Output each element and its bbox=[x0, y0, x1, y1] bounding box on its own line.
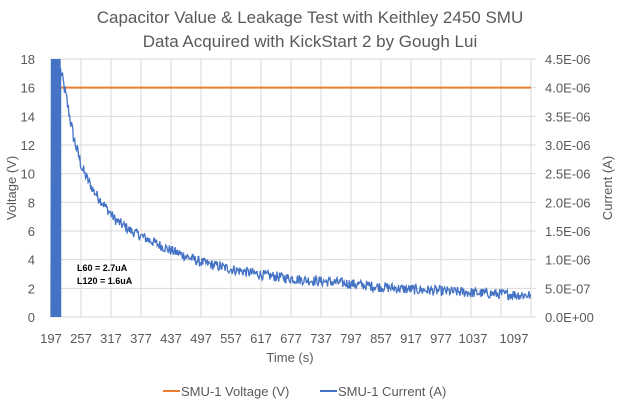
y-right-tick-label: 2.5E-06 bbox=[545, 167, 591, 182]
chart-subtitle: Data Acquired with KickStart 2 by Gough … bbox=[143, 32, 478, 51]
x-tick-label: 497 bbox=[190, 331, 212, 346]
y-left-tick-label: 6 bbox=[28, 224, 35, 239]
y-left-tick-label: 2 bbox=[28, 281, 35, 296]
legend-label-current: SMU-1 Current (A) bbox=[338, 384, 446, 399]
x-tick-label: 617 bbox=[250, 331, 272, 346]
y-axis-right-label: Current (A) bbox=[600, 156, 615, 220]
y-left-tick-label: 8 bbox=[28, 195, 35, 210]
y-right-tick-label: 1.0E-06 bbox=[545, 253, 591, 268]
y-right-tick-label: 1.5E-06 bbox=[545, 224, 591, 239]
y-right-tick-label: 3.5E-06 bbox=[545, 109, 591, 124]
x-axis-label: Time (s) bbox=[266, 350, 313, 365]
x-tick-label: 737 bbox=[310, 331, 332, 346]
chart-title: Capacitor Value & Leakage Test with Keit… bbox=[97, 8, 524, 27]
y-right-tick-label: 5.0E-07 bbox=[545, 281, 591, 296]
y-axis-right-ticks: 0.0E+00 5.0E-07 1.0E-06 1.5E-06 2.0E-06 2.5E-… bbox=[531, 52, 594, 325]
y-left-tick-label: 4 bbox=[28, 253, 35, 268]
y-axis-left-ticks: 0 2 4 6 8 10 12 14 16 18 bbox=[21, 52, 35, 325]
y-right-tick-label: 4.0E-06 bbox=[545, 81, 591, 96]
x-tick-label: 857 bbox=[370, 331, 392, 346]
y-left-tick-label: 14 bbox=[21, 109, 35, 124]
x-tick-label: 317 bbox=[100, 331, 122, 346]
y-right-tick-label: 0.0E+00 bbox=[545, 310, 594, 325]
x-tick-label: 1097 bbox=[500, 331, 529, 346]
x-tick-label: 917 bbox=[400, 331, 422, 346]
x-axis-ticks: 197 257 317 377 437 497 557 617 677 737 797 857 917 9… bbox=[40, 331, 528, 346]
gridlines bbox=[50, 58, 532, 318]
legend-label-voltage: SMU-1 Voltage (V) bbox=[181, 384, 289, 399]
x-tick-label: 1037 bbox=[459, 331, 488, 346]
series-group bbox=[50, 58, 532, 318]
x-tick-label: 197 bbox=[40, 331, 62, 346]
y-right-tick-label: 2.0E-06 bbox=[545, 195, 591, 210]
annotation-l120: L120 = 1.6uA bbox=[77, 276, 133, 286]
annotation-l60: L60 = 2.7uA bbox=[77, 263, 128, 273]
series-line-current bbox=[50, 58, 532, 318]
y-left-tick-label: 18 bbox=[21, 52, 35, 67]
legend: SMU-1 Voltage (V) SMU-1 Current (A) bbox=[163, 384, 446, 399]
x-tick-label: 977 bbox=[430, 331, 452, 346]
y-left-tick-label: 0 bbox=[28, 310, 35, 325]
y-left-tick-label: 16 bbox=[21, 81, 35, 96]
y-right-tick-label: 3.0E-06 bbox=[545, 138, 591, 153]
x-tick-label: 557 bbox=[220, 331, 242, 346]
y-axis-left-label: Voltage (V) bbox=[4, 156, 19, 220]
x-tick-label: 677 bbox=[280, 331, 302, 346]
x-tick-label: 257 bbox=[70, 331, 92, 346]
y-left-tick-label: 12 bbox=[21, 138, 35, 153]
x-tick-label: 797 bbox=[340, 331, 362, 346]
y-left-tick-label: 10 bbox=[21, 167, 35, 182]
x-tick-label: 437 bbox=[160, 331, 182, 346]
x-tick-label: 377 bbox=[130, 331, 152, 346]
y-right-tick-label: 4.5E-06 bbox=[545, 52, 591, 67]
